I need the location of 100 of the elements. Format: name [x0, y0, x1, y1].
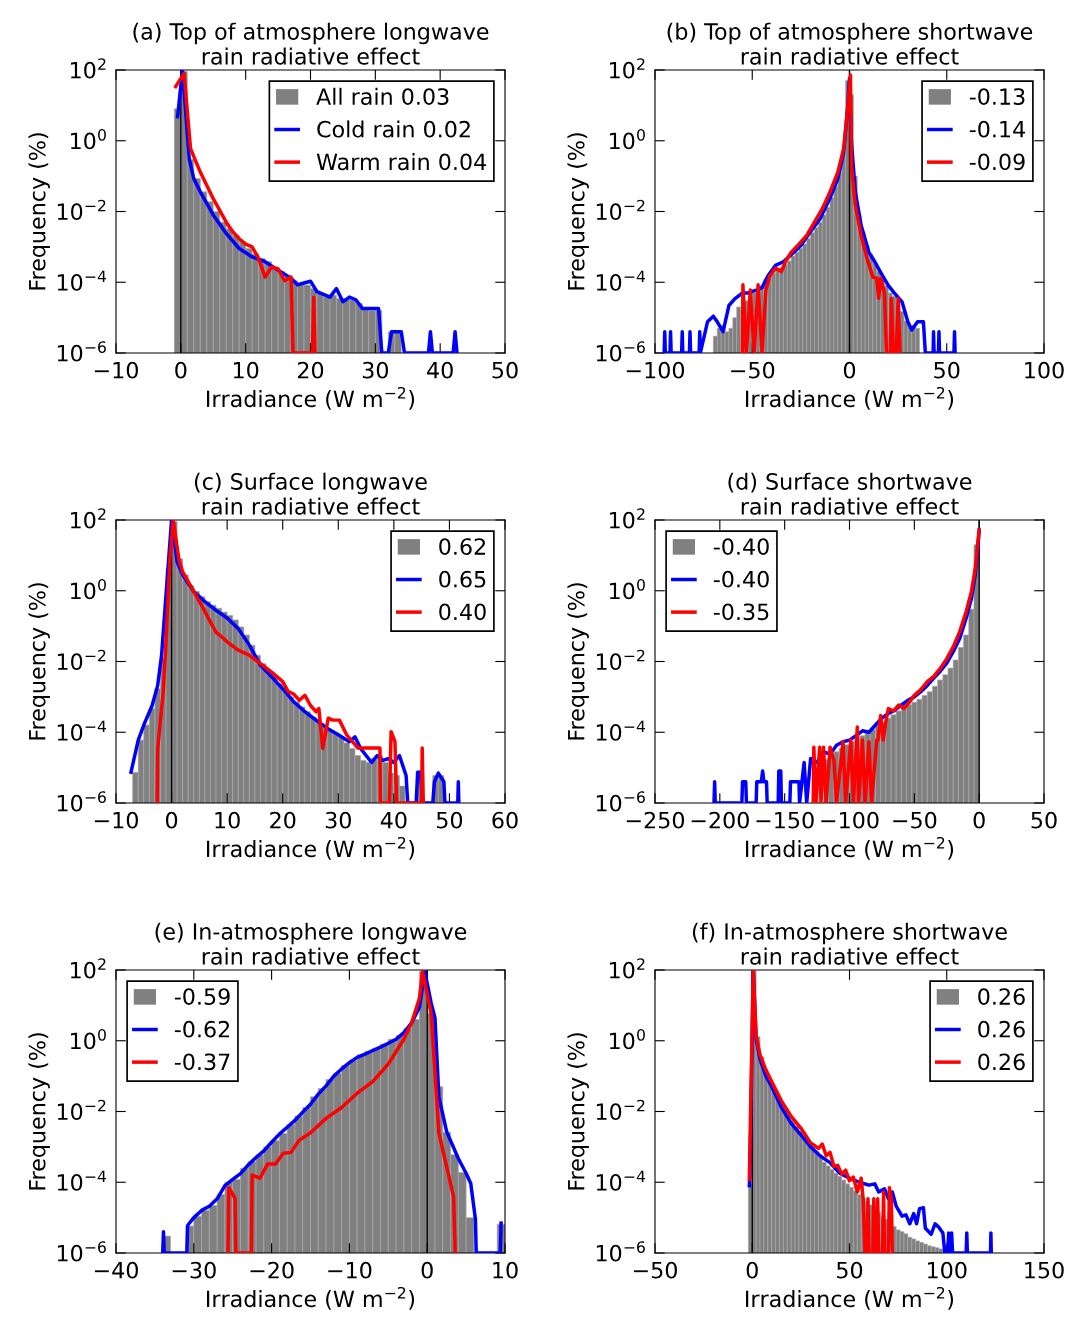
x-tick-label: 50	[837, 1261, 863, 1279]
x-axis-title: Irradiance (W m$^{−2}$)	[746, 1286, 954, 1310]
x-tick-label: 100	[1025, 361, 1064, 379]
y-tick-label: 10$^{−2}$	[596, 1099, 645, 1121]
y-tick-label: 10$^{−6}$	[596, 1241, 645, 1262]
x-axis-title: Irradiance (W m$^{−2}$)	[207, 836, 415, 860]
x-tick-label: 60	[492, 811, 518, 829]
y-axis-title: Frequency (%)	[28, 1033, 50, 1190]
legend-label: 0.62	[439, 538, 485, 555]
x-tick-label: −50	[633, 1261, 677, 1279]
y-tick-label: 10$^{0}$	[610, 1028, 645, 1050]
legend-label: -0.14	[969, 120, 1025, 138]
legend-label: All rain 0.03	[316, 87, 449, 105]
x-tick-label: 40	[380, 811, 407, 829]
legend-label: 0.26	[978, 1053, 1025, 1071]
legend-label: 0.26	[978, 1020, 1025, 1038]
chart-title: (a) Top of atmosphere longwave rain radiative effect	[133, 22, 489, 65]
x-axis-title: Irradiance (W m$^{−2}$)	[746, 836, 954, 860]
y-tick-label: 10$^{2}$	[610, 58, 645, 79]
y-tick-label: 10$^{−6}$	[596, 341, 645, 362]
y-axis-title: Frequency (%)	[567, 133, 589, 290]
x-tick-label: 0	[175, 361, 187, 379]
legend-label: -0.37	[174, 1053, 230, 1071]
x-tick-label: −50	[731, 361, 775, 379]
x-tick-label: −40	[94, 1261, 138, 1279]
y-tick-label: 10$^{−2}$	[57, 199, 106, 221]
x-tick-label: 30	[362, 361, 388, 379]
x-tick-label: 0	[746, 1261, 758, 1279]
y-tick-label: 10$^{−6}$	[57, 341, 106, 362]
y-tick-label: 10$^{0}$	[610, 578, 645, 600]
x-tick-label: 10	[493, 1261, 518, 1279]
legend-label: -0.13	[969, 88, 1025, 105]
x-axis-title: Irradiance (W m$^{−2}$)	[207, 386, 415, 410]
x-tick-label: 0	[973, 811, 985, 829]
x-tick-label: −150	[756, 811, 814, 829]
y-tick-label: 10$^{−4}$	[57, 1170, 106, 1191]
x-axis-title: Irradiance (W m$^{−2}$)	[746, 386, 954, 410]
x-tick-label: 20	[297, 361, 324, 379]
x-tick-label: −50	[893, 811, 937, 829]
y-tick-label: 10$^{−4}$	[596, 1170, 645, 1191]
chart-title: (c) Surface longwave rain radiative effect	[194, 472, 427, 515]
legend-label: Warm rain 0.04	[316, 153, 486, 171]
y-tick-label: 10$^{0}$	[71, 128, 106, 150]
x-tick-label: −20	[250, 1261, 294, 1279]
x-tick-label: −200	[691, 811, 749, 829]
chart-title: (d) Surface shortwave rain radiative effect	[728, 472, 972, 515]
x-tick-label: −250	[626, 811, 685, 829]
y-tick-label: 10$^{2}$	[71, 508, 106, 529]
x-tick-label: 0	[421, 1261, 433, 1279]
y-tick-label: 10$^{0}$	[71, 1028, 106, 1050]
y-tick-label: 10$^{0}$	[71, 578, 106, 600]
y-tick-label: 10$^{−2}$	[57, 649, 106, 671]
legend-label: -0.59	[174, 988, 230, 1005]
legend-label: 0.26	[978, 988, 1025, 1005]
legend-label: -0.62	[174, 1020, 230, 1038]
y-tick-label: 10$^{−4}$	[57, 270, 106, 291]
y-tick-label: 10$^{2}$	[610, 958, 645, 979]
y-tick-label: 10$^{−6}$	[596, 791, 645, 812]
x-tick-label: 100	[927, 1261, 967, 1279]
chart-title: (f) In-atmosphere shortwave rain radiative effect	[692, 922, 1007, 965]
x-tick-label: 20	[270, 811, 296, 829]
x-tick-label: −10	[328, 1261, 372, 1279]
y-tick-label: 10$^{−6}$	[57, 791, 106, 812]
legend-label: -0.35	[713, 603, 769, 621]
y-axis-title: Frequency (%)	[567, 1033, 589, 1190]
x-tick-label: 50	[437, 811, 463, 829]
y-tick-label: 10$^{−4}$	[596, 270, 645, 291]
x-tick-label: 0	[843, 361, 856, 379]
x-tick-label: 50	[492, 361, 518, 379]
y-tick-label: 10$^{2}$	[71, 958, 106, 979]
chart-title: (b) Top of atmosphere shortwave rain radiative effect	[667, 22, 1033, 65]
legend-label: -0.40	[713, 538, 769, 555]
x-tick-label: 0	[165, 811, 178, 829]
legend-label: -0.40	[713, 570, 769, 588]
x-tick-label: −100	[821, 811, 879, 829]
y-tick-label: 10$^{−2}$	[57, 1099, 106, 1121]
legend-label: 0.40	[439, 603, 486, 621]
y-tick-label: 10$^{−6}$	[57, 1241, 106, 1262]
x-tick-label: 50	[934, 361, 960, 379]
legend-label: -0.09	[969, 153, 1025, 171]
y-axis-title: Frequency (%)	[28, 583, 50, 740]
legend-label: 0.65	[439, 570, 486, 588]
x-tick-label: −100	[626, 361, 685, 379]
x-tick-label: −10	[94, 811, 138, 829]
y-tick-label: 10$^{2}$	[71, 58, 106, 79]
x-tick-label: 10	[215, 811, 240, 829]
y-tick-label: 10$^{−2}$	[596, 649, 645, 671]
x-tick-label: −10	[94, 361, 138, 379]
y-tick-label: 10$^{−4}$	[57, 720, 106, 741]
x-axis-title: Irradiance (W m$^{−2}$)	[207, 1286, 415, 1310]
chart-title: (e) In-atmosphere longwave rain radiative effect	[155, 922, 467, 965]
x-tick-label: 150	[1025, 1261, 1064, 1279]
x-tick-label: 30	[325, 811, 351, 829]
y-tick-label: 10$^{−2}$	[596, 199, 645, 221]
y-tick-label: 10$^{0}$	[610, 128, 645, 150]
x-tick-label: 50	[1031, 811, 1057, 829]
x-tick-label: −30	[172, 1261, 216, 1279]
x-tick-label: 10	[233, 361, 259, 379]
y-tick-label: 10$^{2}$	[610, 508, 645, 529]
y-axis-title: Frequency (%)	[28, 133, 50, 290]
